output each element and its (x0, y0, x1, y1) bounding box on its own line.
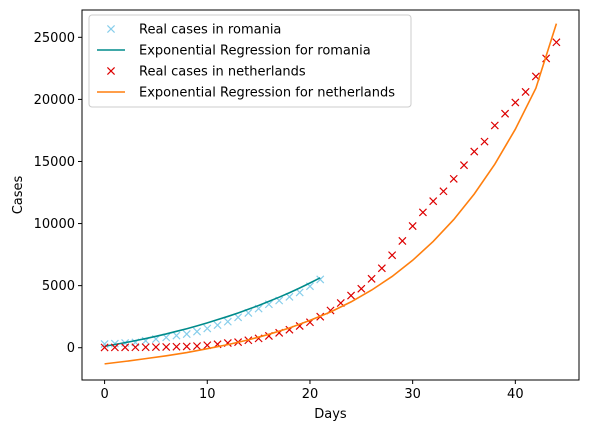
x-tick-label: 30 (404, 387, 421, 402)
y-tick-label: 0 (67, 341, 75, 356)
legend-entry-label: Real cases in romania (139, 23, 281, 38)
data-point (182, 342, 191, 351)
x-tick-label: 10 (199, 387, 216, 402)
data-point (295, 288, 304, 297)
axis-ticks: 0 10 20 30 40 0 5000 10000 15000 20000 25000 (34, 31, 524, 402)
data-point (501, 109, 510, 118)
legend-frame (88, 14, 412, 108)
series-3 (104, 23, 558, 365)
data-point (408, 222, 417, 231)
data-point (203, 324, 212, 333)
y-tick-label: 10000 (34, 217, 75, 232)
x-axis-label: Days (314, 407, 347, 422)
data-point (110, 343, 119, 352)
data-point (213, 321, 222, 330)
data-point (110, 339, 119, 348)
data-point (398, 236, 407, 245)
axes-frame (81, 9, 580, 381)
data-point (490, 121, 499, 130)
y-tick-label: 15000 (34, 155, 75, 170)
plot-area (100, 23, 561, 365)
data-point (192, 342, 202, 351)
legend-marker-handle (106, 24, 116, 34)
data-point (121, 343, 130, 352)
data-point (316, 275, 325, 284)
data-point (172, 331, 181, 340)
data-point (223, 317, 232, 326)
data-point (151, 343, 160, 352)
data-point (511, 98, 520, 107)
data-point (552, 38, 561, 47)
series-0 (100, 275, 325, 349)
data-point (162, 342, 171, 351)
legend-entry-label: Real cases in netherlands (139, 65, 306, 80)
legend-entry-label: Exponential Regression for romania (139, 44, 371, 59)
legend-entry-label: Exponential Regression for netherlands (139, 86, 395, 101)
series-line (104, 277, 321, 348)
y-tick-label: 20000 (34, 93, 75, 108)
data-point (347, 291, 356, 300)
y-axis-label: Cases (11, 175, 26, 214)
data-point (521, 87, 530, 96)
data-point (429, 197, 438, 206)
data-point (480, 137, 489, 146)
data-point (367, 274, 376, 283)
data-point (459, 161, 469, 170)
data-point (357, 284, 366, 293)
data-point (388, 251, 397, 260)
data-point (439, 187, 448, 196)
data-point (449, 174, 458, 183)
legend: Real cases in romania Exponential Regress… (88, 14, 412, 108)
x-tick-label: 40 (507, 387, 524, 402)
data-point (234, 313, 243, 322)
series-1 (104, 277, 321, 348)
data-point (172, 342, 181, 351)
x-tick-label: 20 (302, 387, 319, 402)
y-tick-label: 5000 (42, 279, 75, 294)
y-tick-label: 25000 (34, 31, 75, 46)
legend-marker-handle (106, 66, 116, 76)
data-point (418, 208, 427, 217)
data-point (470, 147, 479, 156)
data-point (131, 343, 140, 352)
data-point (100, 343, 109, 352)
series-line (104, 23, 558, 365)
data-point (141, 343, 150, 352)
data-point (377, 264, 386, 273)
x-tick-label: 0 (100, 387, 108, 402)
data-point (192, 327, 202, 336)
data-point (182, 330, 191, 339)
